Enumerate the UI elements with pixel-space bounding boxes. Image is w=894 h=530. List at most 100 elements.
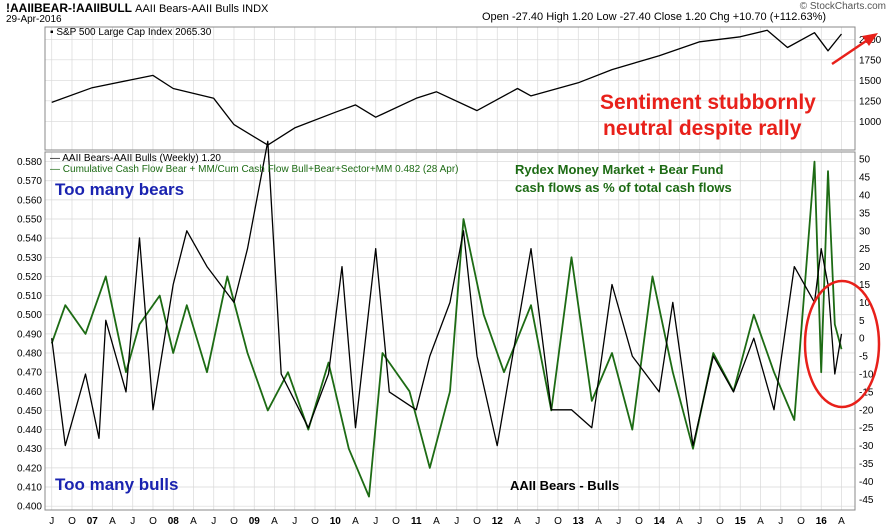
x-tick-label: J (292, 516, 297, 527)
too-many-bulls-label: Too many bulls (55, 475, 179, 494)
x-tick-label: 14 (654, 516, 666, 527)
highlight-ellipse (803, 279, 881, 409)
right-y-tick-label: -20 (859, 405, 874, 416)
right-y-tick-label: 25 (859, 244, 871, 255)
upper-panel-frame (44, 26, 856, 151)
right-y-tick-label: -25 (859, 423, 874, 434)
left-y-tick-label: 0.570 (17, 176, 42, 187)
x-tick-label: O (554, 516, 562, 527)
left-y-tick-label: 0.560 (17, 195, 42, 206)
spx-y-tick-label: 1000 (859, 117, 882, 128)
x-tick-label: A (109, 516, 116, 527)
x-tick-label: J (616, 516, 621, 527)
spx-legend-text: S&P 500 Large Cap Index 2065.30 (56, 27, 212, 38)
left-y-tick-label: 0.500 (17, 310, 42, 321)
too-many-bears-label: Too many bears (55, 180, 185, 199)
x-tick-label: 10 (330, 516, 342, 527)
spx-y-tick-label: 1250 (859, 96, 882, 107)
spx-y-tick-label: 1500 (859, 76, 882, 87)
aaii-legend-text: AAII Bears-AAII Bulls (Weekly) 1.20 (62, 153, 221, 164)
spx-y-tick-label: 1750 (859, 55, 882, 66)
x-tick-label: J (49, 516, 54, 527)
left-y-tick-label: 0.440 (17, 425, 42, 436)
right-y-tick-label: -5 (859, 352, 868, 363)
x-tick-label: J (211, 516, 216, 527)
x-tick-label: A (514, 516, 521, 527)
rydex-cashflow-line (50, 160, 843, 498)
x-tick-label: 16 (816, 516, 828, 527)
rally-arrow-shaft (831, 35, 873, 66)
symbol-title: !AAIIBEAR-!AAIIBULL AAII Bears-AAII Bull… (6, 1, 268, 15)
rydex-legend-text: Cumulative Cash Flow Bear + MM/Cum Cash … (62, 164, 459, 175)
left-y-tick-label: 0.460 (17, 387, 42, 398)
right-y-tick-label: 5 (859, 316, 865, 327)
x-tick-label: O (230, 516, 238, 527)
x-tick-label: A (676, 516, 683, 527)
left-y-tick-label: 0.400 (17, 502, 42, 513)
left-y-tick-label: 0.580 (17, 157, 42, 168)
rydex-line-2: cash flows as % of total cash flows (515, 180, 732, 195)
left-y-tick-label: 0.450 (17, 406, 42, 417)
series-layer (50, 29, 843, 498)
sentiment-line-2: neutral despite rally (603, 117, 802, 140)
grid-layer (45, 27, 855, 510)
symbol-text: !AAIIBEAR-!AAIIBULL (6, 1, 132, 15)
left-y-tick-label: 0.550 (17, 215, 42, 226)
aaii-bears-bulls-line (51, 140, 843, 447)
sentiment-annotation: Sentiment stubbornly neutral despite ral… (600, 90, 816, 142)
chart-date: 29-Apr-2016 (6, 14, 62, 25)
lower-panel-frame (44, 151, 856, 511)
right-y-tick-label: -40 (859, 477, 874, 488)
x-tick-label: 12 (492, 516, 504, 527)
x-tick-label: O (392, 516, 400, 527)
ticks-layer: J O 07 A J O 08 A J O 09 A J O 10 A J O 11 A J O 12 A J O 13 A J O 14 A… (17, 35, 882, 527)
x-tick-label: A (271, 516, 278, 527)
x-tick-label: J (373, 516, 378, 527)
x-tick-label: A (433, 516, 440, 527)
x-tick-label: 09 (249, 516, 261, 527)
left-y-tick-label: 0.540 (17, 234, 42, 245)
right-y-tick-label: 0 (859, 334, 865, 345)
x-tick-label: J (130, 516, 135, 527)
x-tick-label: 08 (168, 516, 180, 527)
rydex-line-1: Rydex Money Market + Bear Fund (515, 162, 724, 177)
rydex-annotation: Rydex Money Market + Bear Fund cash flow… (515, 161, 732, 197)
x-tick-label: J (454, 516, 459, 527)
spx-line (51, 29, 843, 146)
x-tick-label: A (190, 516, 197, 527)
left-y-tick-label: 0.430 (17, 444, 42, 455)
right-y-tick-label: -35 (859, 459, 874, 470)
x-tick-label: O (68, 516, 76, 527)
x-tick-label: A (352, 516, 359, 527)
left-y-tick-label: 0.420 (17, 463, 42, 474)
right-y-tick-label: 35 (859, 208, 871, 219)
x-tick-label: A (757, 516, 764, 527)
right-y-tick-label: -45 (859, 495, 874, 506)
left-y-tick-label: 0.480 (17, 349, 42, 360)
x-tick-label: J (697, 516, 702, 527)
right-y-tick-label: -30 (859, 441, 874, 452)
ohlc-readout: Open -27.40 High 1.20 Low -27.40 Close 1… (482, 11, 827, 23)
spx-legend: ▪ S&P 500 Large Cap Index 2065.30 (50, 27, 212, 38)
aaii-bears-bulls-label: AAII Bears - Bulls (510, 478, 620, 493)
x-tick-label: J (778, 516, 783, 527)
right-y-tick-label: 50 (859, 155, 871, 166)
stockcharts-brand: © StockCharts.com (799, 1, 886, 12)
aaii-legend: — AAII Bears-AAII Bulls (Weekly) 1.20 (50, 153, 221, 164)
x-tick-label: 07 (87, 516, 99, 527)
left-y-tick-label: 0.510 (17, 291, 42, 302)
x-tick-label: A (595, 516, 602, 527)
rally-arrow-head (862, 33, 878, 46)
x-tick-label: O (311, 516, 319, 527)
right-y-tick-label: 30 (859, 226, 871, 237)
right-y-tick-label: -10 (859, 369, 874, 380)
x-tick-label: O (635, 516, 643, 527)
left-y-tick-label: 0.520 (17, 272, 42, 283)
right-y-tick-label: 45 (859, 173, 871, 184)
left-y-tick-label: 0.490 (17, 329, 42, 340)
right-y-tick-label: 20 (859, 262, 871, 273)
x-tick-label: O (716, 516, 724, 527)
right-y-tick-label: 15 (859, 280, 871, 291)
